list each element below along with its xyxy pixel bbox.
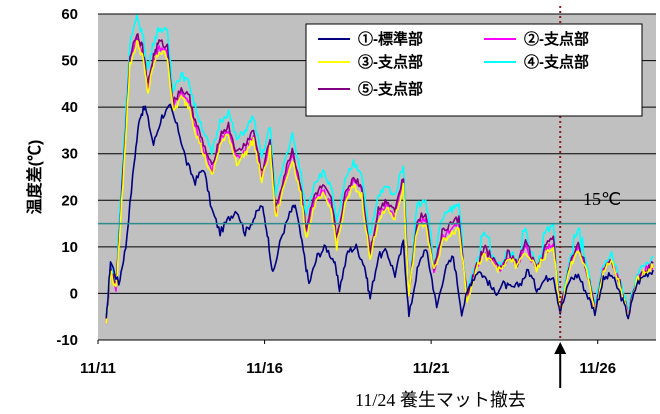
reference-line-label: 15℃ xyxy=(583,189,621,209)
legend-label: ④-支点部 xyxy=(524,53,589,71)
y-tick-label: 50 xyxy=(61,53,78,70)
x-tick-label: 11/11 xyxy=(80,360,116,377)
event-arrow xyxy=(554,342,567,388)
legend-box xyxy=(305,23,643,117)
legend-label: ①-標準部 xyxy=(358,30,423,48)
series-lines xyxy=(105,14,654,325)
legend-label: ②-支点部 xyxy=(524,30,589,48)
y-tick-label: 40 xyxy=(61,99,78,116)
y-tick-label: 10 xyxy=(61,239,78,256)
y-tick-label: 60 xyxy=(61,6,78,23)
x-axis-ticks: 11/11 11/16 11/21 11/26 xyxy=(80,340,616,377)
x-tick-label: 11/21 xyxy=(413,360,450,377)
legend-label: ③-支点部 xyxy=(358,53,423,71)
series-line-3 xyxy=(105,40,654,324)
y-tick-label: 30 xyxy=(61,146,78,163)
x-tick-label: 11/16 xyxy=(246,360,283,377)
x-tick-label: 11/26 xyxy=(579,360,616,377)
legend: ①-標準部 ②-支点部 ③-支点部 ④-支点部 ⑤-支点部 xyxy=(305,23,643,117)
y-tick-label: -10 xyxy=(56,332,78,349)
event-marker-label: 11/24 養生マット撤去 xyxy=(355,390,526,410)
y-axis-label: 温度差(℃) xyxy=(25,140,44,216)
y-tick-label: 20 xyxy=(61,192,78,209)
legend-label: ⑤-支点部 xyxy=(358,80,423,98)
series-line-1 xyxy=(105,103,654,320)
y-tick-label: 0 xyxy=(70,285,78,302)
y-axis-ticks: -10 0 10 20 30 40 50 60 xyxy=(56,6,78,349)
event-arrow-head xyxy=(554,342,567,354)
